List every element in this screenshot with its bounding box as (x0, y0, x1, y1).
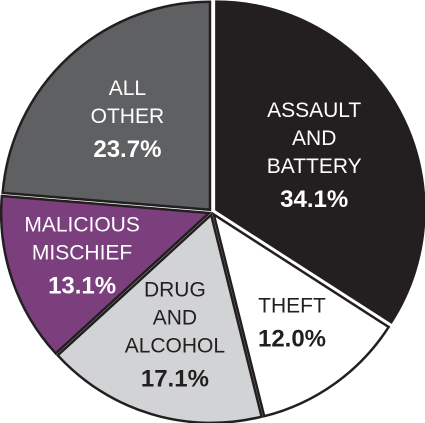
slice-malicious-mischief-label-line: MALICIOUS (24, 214, 140, 237)
slice-theft-label-line: THEFT (258, 295, 326, 318)
slice-assault-battery-label-line: ASSAULT (267, 99, 361, 122)
slice-drug-alcohol (55, 212, 264, 423)
slice-drug-alcohol-label-line: AND (153, 307, 197, 330)
slice-drug-alcohol-label-line: DRUG (144, 279, 206, 302)
slice-malicious-mischief-percent-label: 13.1% (48, 273, 116, 300)
slice-assault-battery-percent-label: 34.1% (280, 186, 348, 213)
slice-all-other-percent-label: 23.7% (93, 136, 161, 163)
slice-assault-battery-label-line: BATTERY (267, 155, 362, 178)
slice-malicious-mischief-label-line: MISCHIEF (32, 242, 132, 265)
slice-theft-percent-label: 12.0% (258, 326, 326, 353)
labels-layer: ASSAULT AND BATTERY 34.1% THEFT 12.0% DRUG AND A… (24, 77, 361, 392)
slice-all-other-label-line: OTHER (91, 105, 165, 128)
slice-theft (211, 211, 391, 418)
slice-assault-battery-label-line: AND (292, 127, 336, 150)
slice-all-other (1, 0, 212, 212)
slice-malicious-mischief (0, 194, 213, 356)
slice-drug-alcohol-percent-label: 17.1% (141, 366, 209, 393)
slice-all-other-label-line: ALL (109, 77, 146, 100)
slice-drug-alcohol-label-line: ALCOHOL (125, 335, 225, 358)
slice-assault-battery (215, 0, 425, 324)
